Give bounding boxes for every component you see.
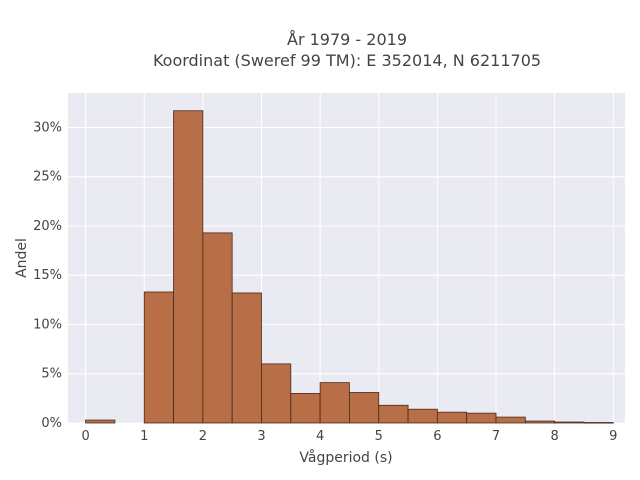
y-tick-label: 0% <box>41 416 62 431</box>
x-tick-label: 2 <box>199 429 207 444</box>
histogram-bar <box>407 408 438 424</box>
y-tick-label: 5% <box>41 367 62 382</box>
histogram-bar <box>554 421 585 424</box>
histogram-bar <box>202 232 233 424</box>
x-tick-label: 0 <box>81 429 89 444</box>
y-tick-label: 25% <box>33 170 62 185</box>
x-axis-ticks: 0 1 2 3 4 5 6 7 8 9 <box>81 429 617 444</box>
x-tick-label: 5 <box>375 429 383 444</box>
x-tick-label: 3 <box>257 429 265 444</box>
histogram-bar <box>583 422 614 424</box>
x-tick-label: 6 <box>433 429 441 444</box>
y-tick-label: 30% <box>33 120 62 135</box>
x-tick-label: 8 <box>551 429 559 444</box>
y-axis-label: Andel <box>14 238 30 278</box>
histogram-bar <box>466 412 497 424</box>
y-tick-label: 20% <box>33 219 62 234</box>
x-tick-label: 1 <box>140 429 148 444</box>
histogram-bar <box>85 419 116 424</box>
histogram-bar <box>231 292 262 424</box>
y-axis-ticks: 0% 5% 10% 15% 20% 25% 30% <box>33 120 62 431</box>
histogram-bar <box>378 404 409 424</box>
histogram-bar <box>261 363 292 424</box>
y-tick-label: 15% <box>33 268 62 283</box>
x-tick-label: 9 <box>609 429 617 444</box>
histogram-bar <box>143 291 174 424</box>
y-tick-label: 10% <box>33 317 62 332</box>
histogram-bar <box>495 416 526 424</box>
x-tick-label: 4 <box>316 429 324 444</box>
x-tick-label: 7 <box>492 429 500 444</box>
histogram-bars <box>85 110 614 424</box>
histogram-bar <box>436 411 468 424</box>
x-axis-label: Vågperiod (s) <box>299 449 392 466</box>
histogram-bar <box>319 382 350 424</box>
chart-title-line2: Koordinat (Sweref 99 TM): E 352014, N 62… <box>153 51 541 70</box>
histogram-bar <box>290 393 321 424</box>
histogram-bar <box>524 420 556 424</box>
histogram-bar <box>349 392 380 424</box>
chart-title-line1: År 1979 - 2019 <box>287 30 407 49</box>
histogram-bar <box>173 110 204 424</box>
